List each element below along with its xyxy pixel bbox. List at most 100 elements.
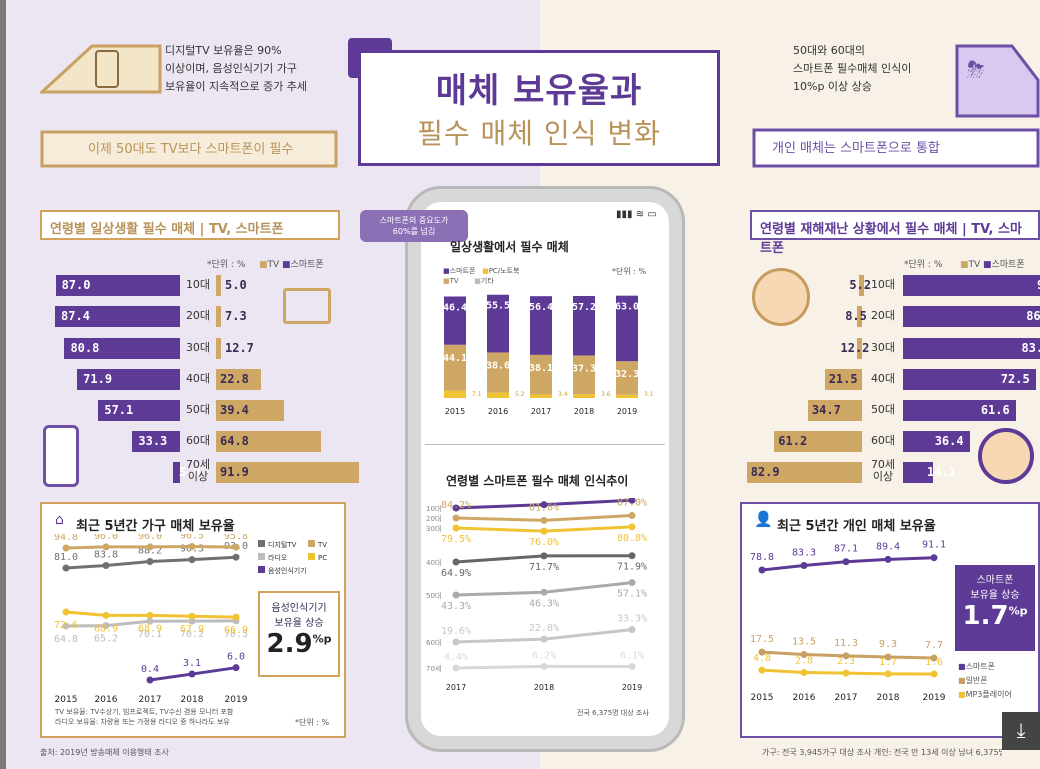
house-icon: ⌂ <box>55 512 64 528</box>
age-series-label: 60대 <box>426 639 441 647</box>
series-point <box>188 556 196 564</box>
point-label: 19.6% <box>441 626 471 637</box>
point-label: 71.9% <box>617 562 647 573</box>
right-note-l1: 50대와 60대의 <box>793 44 865 57</box>
personal-x-label: 2019 <box>923 693 946 703</box>
point-label: 1.7 <box>879 657 897 668</box>
daily-tv-bar: 39.4 <box>216 400 285 421</box>
stack-smartphone-label: 56.4 <box>529 302 553 313</box>
left-note-l3: 보유율이 지속적으로 증가 추세 <box>165 80 308 93</box>
series-point <box>758 566 766 574</box>
stack-tv-segment <box>444 344 466 391</box>
stack-year-label: 2019 <box>617 407 637 416</box>
series-point <box>232 543 240 551</box>
series-point <box>800 651 808 659</box>
stack-smartphone-label: 57.2 <box>572 302 596 313</box>
series-point <box>758 666 766 674</box>
disaster-smartphone-bar: 14.1 <box>903 462 956 483</box>
stack-tv-label: 38.6 <box>486 360 510 371</box>
source-left: 출처: 2019년 방송매체 이용행태 조사 <box>40 748 169 757</box>
daily-category-label: 60대 <box>185 434 211 447</box>
series-point <box>884 670 892 678</box>
boy-face-icon <box>752 268 810 326</box>
disaster-smartphone-bar: 83.8 <box>903 338 1040 359</box>
stack-pc-label: 7.1 <box>472 391 482 398</box>
left-note-l2: 이상이며, 음성인식기기 가구 <box>165 62 297 75</box>
point-label: 6.1% <box>620 650 644 661</box>
stack-tv-label: 37.3 <box>572 363 596 374</box>
stack-pc-segment <box>444 390 466 398</box>
voice-callout-l2: 보유율 상승 <box>274 618 324 629</box>
household-note-2: 라디오 보유율: 차량용 또는 가정용 라디오 중 하나라도 보유 <box>55 718 230 726</box>
daily-legend-tv: TV <box>267 260 280 270</box>
age-x-label: 2018 <box>534 683 554 692</box>
title-line2: 필수 매체 인식 변화 <box>417 117 661 150</box>
point-label: 96.0 <box>138 534 162 542</box>
disaster-category-label: 70세 이상 <box>870 458 896 483</box>
series-point <box>102 622 110 630</box>
point-label: 94.8 <box>54 534 78 543</box>
daily-smartphone-bar: 57.1 <box>98 400 180 421</box>
point-label: 70.5 <box>224 629 248 640</box>
series-point <box>884 653 892 661</box>
bubble-l2: 60%를 넘김 <box>392 227 436 236</box>
point-label: 2.3 <box>837 656 855 667</box>
stack-tv-segment <box>616 361 638 395</box>
download-icon[interactable]: ⤓ <box>1002 712 1040 750</box>
phone-chart1-unit: *단위 : % <box>612 267 647 276</box>
household-x-label: 2015 <box>55 695 78 705</box>
household-legend-swatch <box>258 566 265 573</box>
disaster-unit: *단위 : % <box>904 260 943 270</box>
household-x-label: 2018 <box>181 695 204 705</box>
point-label: 95.8 <box>224 534 248 542</box>
series-point <box>62 608 70 616</box>
bubble-l1: 스마트폰의 중요도가 <box>379 216 449 225</box>
daily-category-label: 40대 <box>185 372 211 385</box>
disaster-smartphone-bar: 92.3 <box>903 275 1040 296</box>
point-label: 79.5% <box>441 534 471 545</box>
household-x-label: 2017 <box>139 695 162 705</box>
age-series-label: 10대 <box>426 505 441 513</box>
point-label: 68.9 <box>138 623 162 634</box>
disaster-tv-bar: 34.7 <box>807 400 862 421</box>
household-legend-label: 디지털TV <box>268 540 297 549</box>
daily-smartphone-bar: 71.9 <box>77 369 180 390</box>
point-label: 67.9 <box>180 624 204 635</box>
phone-screen <box>421 202 669 736</box>
legend-etc: 기타 <box>480 277 494 285</box>
daily-category-label: 70세 이상 <box>185 458 211 483</box>
household-unit: *단위 : % <box>295 718 330 727</box>
title-box: 매체 보유율과 필수 매체 인식 변화 <box>358 50 720 166</box>
daily-tv-bar: 5.0 <box>216 275 247 296</box>
smartphone-icon <box>43 425 79 487</box>
personal-x-label: 2017 <box>835 693 858 703</box>
point-label: 87.0% <box>617 498 647 508</box>
series-point <box>628 511 636 519</box>
legend-pc: PC/노트북 <box>488 267 520 275</box>
age-series-label: 40대 <box>426 559 441 567</box>
household-legend-label: TV <box>317 541 327 549</box>
right-banner-frame <box>752 44 1040 168</box>
daily-chart-title-box: 연령별 일상생활 필수 매체 | TV, 스마트폰 <box>40 210 340 240</box>
daily-chart-title: 연령별 일상생활 필수 매체 | TV, 스마트폰 <box>50 222 284 237</box>
series-point <box>628 552 636 560</box>
personal-x-label: 2015 <box>751 693 774 703</box>
series-point <box>188 542 196 550</box>
series-point <box>452 514 460 522</box>
personal-x-label: 2018 <box>877 693 900 703</box>
household-legend-label: 음성인식기기 <box>268 566 307 575</box>
series-point <box>842 652 850 660</box>
point-label: 57.1% <box>617 589 647 600</box>
age-line-chart: 10대20대30대40대50대60대70세78.8%82.5%87.4%84.2… <box>426 498 647 692</box>
series-point <box>884 555 892 563</box>
right-note-l3: 10%p 이상 상승 <box>793 80 872 93</box>
series-point <box>188 612 196 620</box>
legend-tv: TV <box>449 277 459 285</box>
daily-tv-bar: 7.3 <box>216 306 247 327</box>
disaster-tv-bar: 5.2 <box>845 275 871 296</box>
legend-personal-sp: 스마트폰 <box>965 662 996 671</box>
point-label: 71.7% <box>529 562 559 573</box>
disaster-category-label: 30대 <box>870 341 896 354</box>
series-point <box>628 626 636 634</box>
left-banner: 이제 50대도 TV보다 스마트폰이 필수 <box>88 142 294 157</box>
